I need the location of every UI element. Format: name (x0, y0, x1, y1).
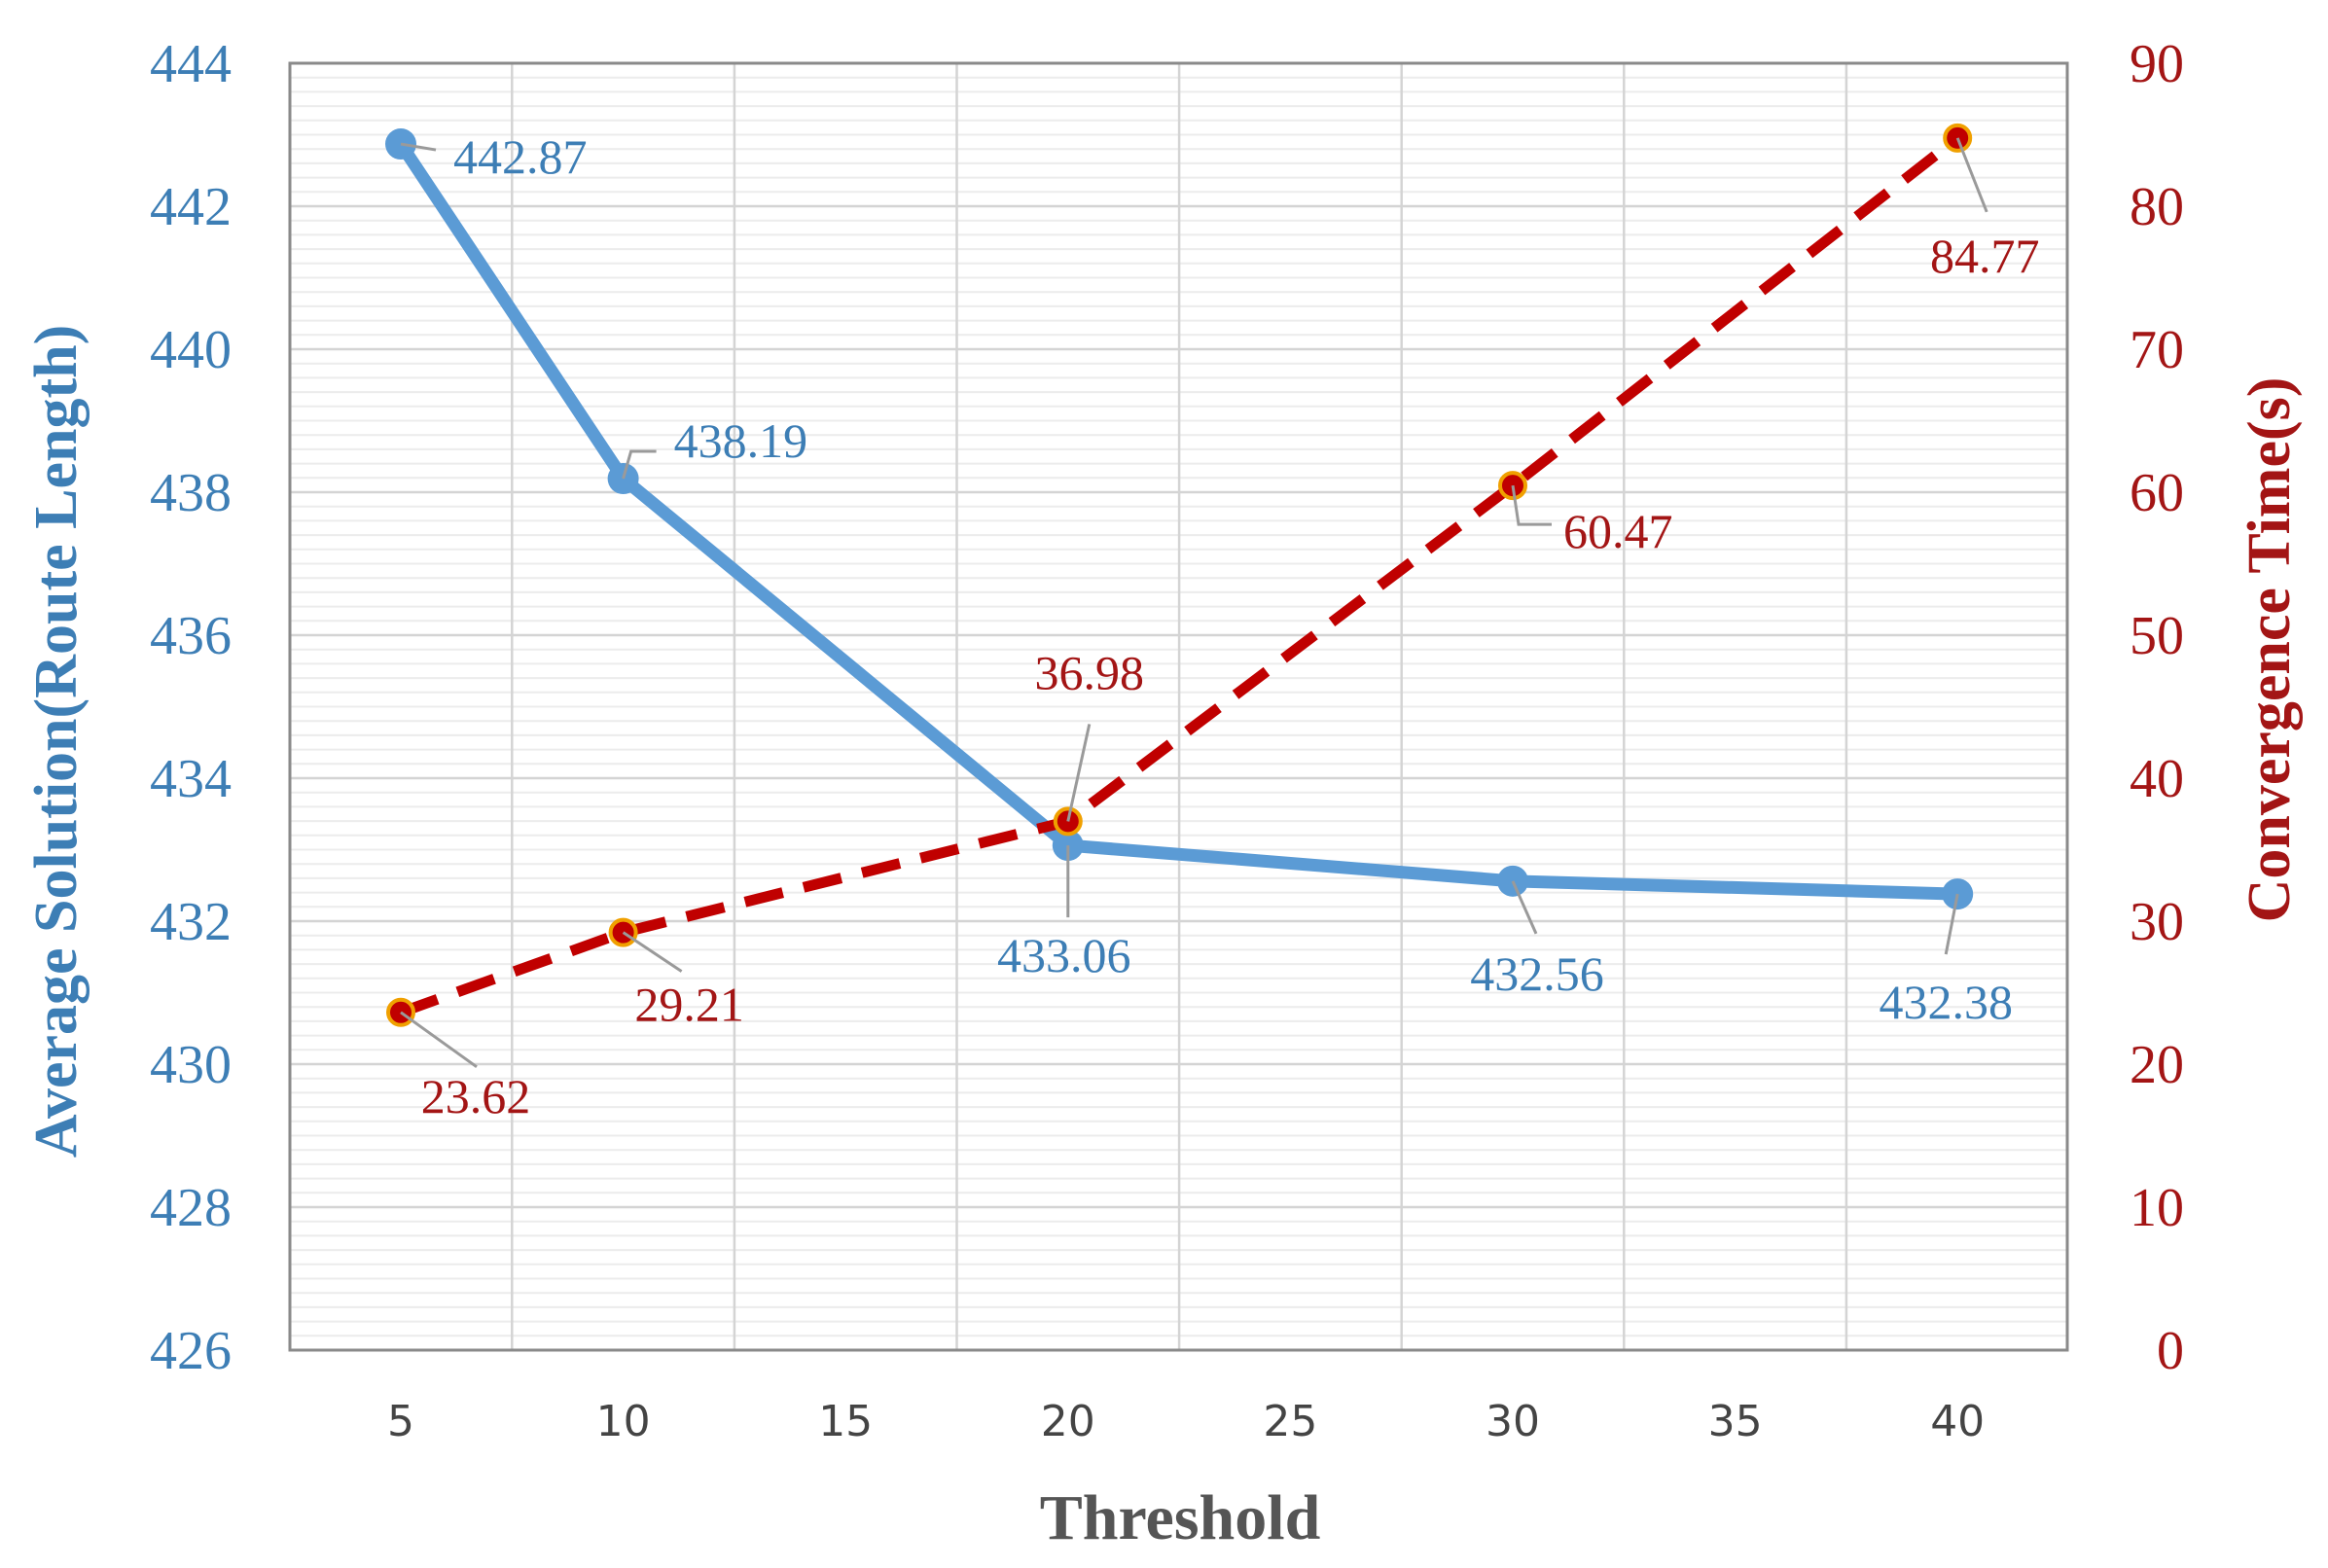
x-tick-label: 35 (1708, 1397, 1763, 1446)
right-tick-label: 30 (2130, 892, 2184, 952)
x-tick-label: 20 (1041, 1397, 1095, 1446)
left-tick-label: 444 (150, 34, 232, 94)
convergence-time-data-label: 23.62 (421, 1069, 531, 1123)
left-axis-title: Average Solution(Route Length) (23, 325, 90, 1158)
x-tick-label: 30 (1486, 1397, 1540, 1446)
right-tick-label: 20 (2130, 1035, 2184, 1095)
convergence-time-leader-line (622, 931, 683, 973)
right-tick-label: 10 (2130, 1178, 2184, 1238)
right-axis-title: Convergence Time(s) (2237, 377, 2303, 923)
x-tick-label: 15 (818, 1397, 873, 1446)
average-solution-leader-line (1944, 893, 1959, 955)
left-tick-label: 440 (150, 320, 232, 380)
left-tick-label: 430 (150, 1035, 232, 1095)
convergence-time-data-label: 84.77 (1930, 229, 2040, 283)
left-tick-label: 432 (150, 892, 232, 952)
right-tick-label: 80 (2130, 177, 2184, 237)
convergence-time-data-label: 36.98 (1035, 645, 1145, 699)
average-solution-leader-line (1511, 880, 1538, 935)
plot-area-frame (288, 61, 2069, 1352)
left-tick-label: 438 (150, 463, 232, 523)
average-solution-leader-line (400, 142, 437, 152)
convergence-time-leader-line (1066, 724, 1092, 822)
average-solution-data-label: 432.56 (1470, 946, 1604, 1001)
left-tick-label: 436 (150, 606, 232, 666)
average-solution-data-label: 438.19 (674, 413, 808, 468)
data-labels-layer: 442.87 438.19 433.06 432.56 432.38 23.62 29.21… (400, 129, 2040, 1123)
average-solution-data-label: 433.06 (997, 928, 1131, 982)
x-tick-label: 25 (1263, 1397, 1317, 1446)
right-tick-label: 40 (2130, 749, 2184, 809)
left-tick-label: 434 (150, 749, 232, 809)
right-tick-label: 70 (2130, 320, 2184, 380)
x-tick-label: 10 (596, 1397, 651, 1446)
left-axis-tick-labels: 426 428 430 432 434 436 438 440 442 444 (150, 34, 232, 1381)
left-tick-label: 426 (150, 1321, 232, 1381)
left-tick-label: 428 (150, 1178, 232, 1238)
x-tick-label: 5 (387, 1397, 414, 1446)
convergence-time-leader-line (400, 1011, 478, 1069)
left-tick-label: 442 (150, 177, 232, 237)
average-solution-data-label: 442.87 (453, 129, 588, 184)
right-tick-label: 0 (2157, 1321, 2184, 1381)
right-tick-label: 50 (2130, 606, 2184, 666)
x-axis-tick-labels: 5 10 15 20 25 30 35 40 (387, 1397, 1985, 1446)
right-tick-label: 60 (2130, 463, 2184, 523)
convergence-time-leader-line (1955, 137, 1988, 213)
average-solution-data-label: 432.38 (1879, 975, 2013, 1029)
x-axis-title: Threshold (1040, 1482, 1321, 1553)
right-axis-tick-labels: 0 10 20 30 40 50 60 70 80 90 (2130, 34, 2184, 1381)
convergence-time-data-label: 60.47 (1563, 504, 1673, 558)
right-tick-label: 90 (2130, 34, 2184, 94)
convergence-time-leader-line (1511, 484, 1552, 526)
x-tick-label: 40 (1930, 1397, 1985, 1446)
average-solution-leader-line (622, 449, 657, 480)
convergence-time-data-label: 29.21 (634, 978, 744, 1032)
